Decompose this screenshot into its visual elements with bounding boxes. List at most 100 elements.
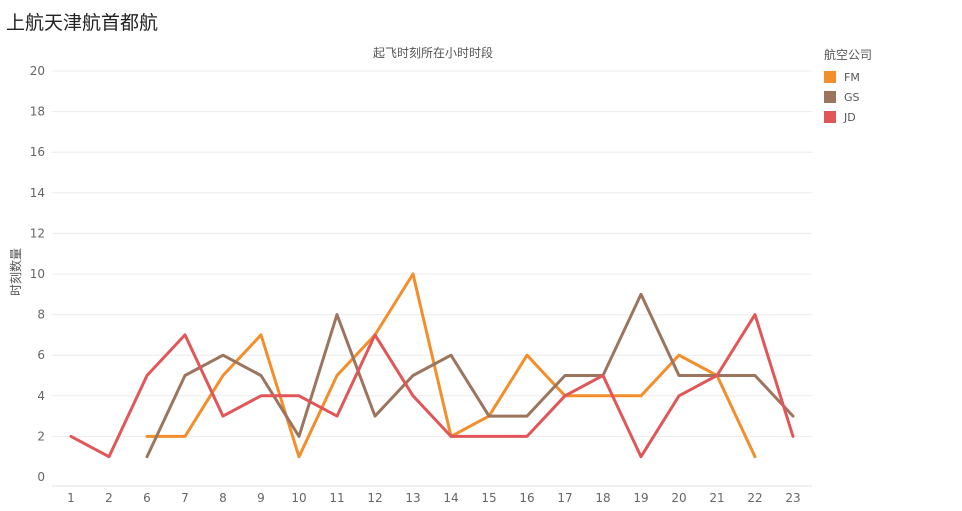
x-tick-label: 18	[595, 491, 610, 505]
data-point-jd[interactable]	[297, 394, 301, 398]
data-point-fm[interactable]	[183, 434, 187, 438]
data-point-gs[interactable]	[639, 292, 643, 296]
data-point-fm[interactable]	[753, 455, 757, 459]
data-point-gs[interactable]	[335, 313, 339, 317]
y-axis-label: 时刻数量	[8, 248, 23, 296]
data-point-gs[interactable]	[297, 434, 301, 438]
data-point-gs[interactable]	[221, 353, 225, 357]
data-point-jd[interactable]	[639, 455, 643, 459]
x-tick-label: 2	[105, 491, 113, 505]
data-point-jd[interactable]	[487, 434, 491, 438]
data-point-fm[interactable]	[677, 353, 681, 357]
data-point-fm[interactable]	[259, 333, 263, 337]
data-point-fm[interactable]	[601, 394, 605, 398]
data-point-jd[interactable]	[715, 374, 719, 378]
data-point-jd[interactable]	[677, 394, 681, 398]
data-point-jd[interactable]	[259, 394, 263, 398]
data-point-gs[interactable]	[449, 353, 453, 357]
data-point-jd[interactable]	[335, 414, 339, 418]
x-tick-label: 10	[291, 491, 306, 505]
x-tick-label: 1	[67, 491, 75, 505]
y-tick-label: 2	[37, 429, 45, 443]
data-point-fm[interactable]	[335, 374, 339, 378]
legend-label-jd: JD	[844, 110, 856, 124]
data-point-jd[interactable]	[449, 434, 453, 438]
data-point-gs[interactable]	[259, 374, 263, 378]
y-tick-label: 14	[30, 186, 45, 200]
y-tick-label: 20	[30, 64, 45, 78]
legend-item-fm[interactable]: FM	[824, 67, 954, 87]
data-point-gs[interactable]	[487, 414, 491, 418]
data-point-fm[interactable]	[525, 353, 529, 357]
data-point-jd[interactable]	[411, 394, 415, 398]
legend-swatch-fm	[824, 71, 836, 83]
x-tick-label: 7	[181, 491, 189, 505]
x-tick-label: 15	[481, 491, 496, 505]
page-title: 上航天津航首都航	[6, 12, 159, 34]
legend-item-gs[interactable]: GS	[824, 87, 954, 107]
legend-item-jd[interactable]: JD	[824, 107, 954, 127]
series-fm	[145, 272, 757, 459]
data-point-gs[interactable]	[373, 414, 377, 418]
series-gs	[145, 292, 795, 459]
data-point-gs[interactable]	[145, 455, 149, 459]
series-line-jd[interactable]	[69, 313, 795, 459]
x-tick-label: 21	[709, 491, 724, 505]
data-point-fm[interactable]	[639, 394, 643, 398]
series-line-fm[interactable]	[145, 272, 757, 459]
data-point-fm[interactable]	[297, 455, 301, 459]
data-point-gs[interactable]	[183, 374, 187, 378]
y-tick-label: 0	[37, 470, 45, 484]
legend: 航空公司 FM GS JD	[824, 46, 954, 127]
series-line-gs[interactable]	[145, 292, 795, 459]
data-point-jd[interactable]	[753, 313, 757, 317]
x-tick-label: 16	[519, 491, 534, 505]
x-tick-label: 19	[633, 491, 648, 505]
data-point-jd[interactable]	[69, 434, 73, 438]
data-point-jd[interactable]	[791, 434, 795, 438]
legend-title: 航空公司	[824, 48, 873, 62]
series-lines	[69, 272, 795, 459]
data-point-jd[interactable]	[221, 414, 225, 418]
x-tick-label: 22	[747, 491, 762, 505]
data-point-gs[interactable]	[411, 374, 415, 378]
data-point-jd[interactable]	[525, 434, 529, 438]
y-tick-label: 4	[37, 389, 45, 403]
x-tick-label: 11	[329, 491, 344, 505]
x-tick-label: 6	[143, 491, 151, 505]
data-point-gs[interactable]	[525, 414, 529, 418]
x-tick-label: 8	[219, 491, 227, 505]
data-point-jd[interactable]	[145, 374, 149, 378]
data-point-gs[interactable]	[677, 374, 681, 378]
legend-swatch-jd	[824, 111, 836, 123]
data-point-jd[interactable]	[563, 394, 567, 398]
y-tick-label: 18	[30, 105, 45, 119]
data-point-gs[interactable]	[563, 374, 567, 378]
chart-title: 起飞时刻所在小时时段	[373, 45, 493, 60]
y-tick-label: 8	[37, 308, 45, 322]
data-point-jd[interactable]	[373, 333, 377, 337]
x-tick-label: 17	[557, 491, 572, 505]
x-tick-label: 13	[405, 491, 420, 505]
data-point-fm[interactable]	[145, 434, 149, 438]
data-point-jd[interactable]	[183, 333, 187, 337]
data-point-gs[interactable]	[753, 374, 757, 378]
legend-swatch-gs	[824, 91, 836, 103]
x-tick-label: 9	[257, 491, 265, 505]
data-point-gs[interactable]	[791, 414, 795, 418]
x-tick-label: 20	[671, 491, 686, 505]
y-tick-label: 6	[37, 348, 45, 362]
data-point-jd[interactable]	[601, 374, 605, 378]
data-point-jd[interactable]	[107, 455, 111, 459]
legend-label-gs: GS	[844, 90, 860, 104]
data-point-fm[interactable]	[411, 272, 415, 276]
data-point-fm[interactable]	[221, 374, 225, 378]
x-tick-label: 23	[785, 491, 800, 505]
y-tick-label: 10	[30, 267, 45, 281]
x-tick-label: 12	[367, 491, 382, 505]
y-tick-label: 12	[30, 226, 45, 240]
x-tick-label: 14	[443, 491, 458, 505]
